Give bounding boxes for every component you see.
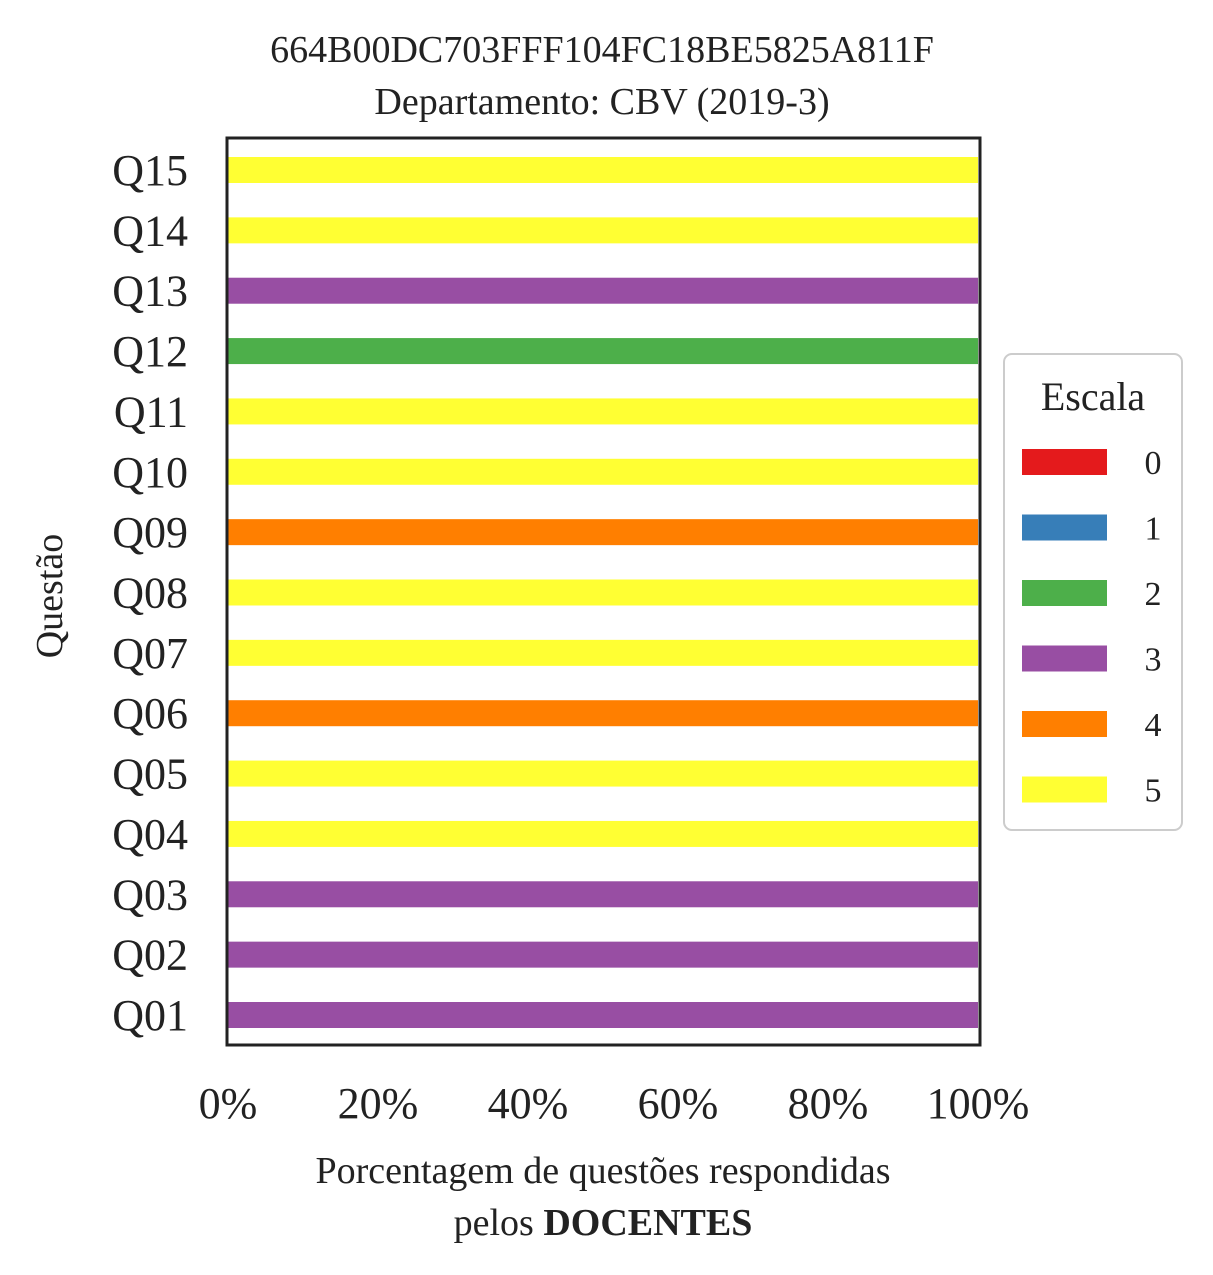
y-tick-label: Q11 — [114, 387, 188, 436]
bar-q01-escala-3 — [228, 1002, 978, 1028]
y-tick-label: Q04 — [112, 810, 188, 859]
legend-label-0: 0 — [1145, 445, 1162, 482]
y-tick-label: Q05 — [112, 750, 188, 799]
bar-q07-escala-5 — [228, 639, 978, 666]
bar-q15-escala-5 — [228, 157, 978, 183]
legend-title: Escala — [1041, 374, 1146, 419]
y-tick-label: Q03 — [112, 870, 188, 919]
y-tick-label: Q02 — [112, 931, 188, 980]
x-tick-label: 100% — [927, 1079, 1030, 1128]
legend-label-2: 2 — [1145, 576, 1162, 613]
y-tick-label: Q15 — [112, 146, 188, 195]
x-tick-label: 80% — [788, 1079, 869, 1128]
y-tick-label: Q12 — [112, 327, 188, 376]
legend-swatch-1 — [1022, 514, 1107, 541]
legend-items: 0 1 2 3 4 5 — [1022, 445, 1162, 810]
legend-label-1: 1 — [1145, 511, 1162, 548]
bar-q10-escala-5 — [228, 458, 978, 485]
y-tick-label: Q07 — [112, 629, 188, 678]
y-axis-label: Questão — [29, 534, 71, 659]
legend-swatch-3 — [1022, 645, 1107, 672]
legend-label-4: 4 — [1145, 707, 1162, 744]
bar-q03-escala-3 — [228, 881, 978, 908]
bar-q13-escala-3 — [228, 277, 978, 304]
bar-q02-escala-3 — [228, 941, 978, 968]
x-axis-label-line1: Porcentagem de questões respondidas — [315, 1150, 890, 1192]
bar-q14-escala-5 — [228, 217, 978, 244]
y-tick-label: Q14 — [112, 206, 188, 255]
bar-q05-escala-5 — [228, 760, 978, 787]
bar-q04-escala-5 — [228, 820, 978, 847]
x-axis-label-bold: DOCENTES — [543, 1202, 752, 1244]
x-tick-label: 40% — [488, 1079, 569, 1128]
x-tick-label: 60% — [638, 1079, 719, 1128]
y-tick-label: Q09 — [112, 508, 188, 557]
bar-q09-escala-4 — [228, 519, 978, 546]
bar-q12-escala-2 — [228, 338, 978, 365]
legend-label-5: 5 — [1145, 773, 1162, 810]
y-tick-label: Q01 — [112, 991, 188, 1040]
y-tick-label: Q10 — [112, 448, 188, 497]
x-axis-label-line2: pelos DOCENTES — [454, 1202, 753, 1244]
y-tick-labels: Q01 Q02 Q03 Q04 Q05 Q06 Q07 Q08 Q09 Q10 Q11 Q12 Q13 Q… — [112, 146, 188, 1040]
legend-swatch-5 — [1022, 776, 1107, 803]
chart-title: 664B00DC703FFF104FC18BE5825A811F — [270, 29, 934, 71]
plot-frame — [225, 136, 982, 1047]
y-tick-label: Q13 — [112, 267, 188, 316]
legend: Escala 0 1 2 3 4 5 — [1003, 353, 1183, 831]
y-tick-label: Q06 — [112, 689, 188, 738]
chart-subtitle: Departamento: CBV (2019-3) — [374, 81, 829, 123]
y-tick-label: Q08 — [112, 569, 188, 618]
x-tick-label: 20% — [338, 1079, 419, 1128]
legend-swatch-4 — [1022, 711, 1107, 737]
legend-label-3: 3 — [1145, 642, 1162, 679]
bar-q08-escala-5 — [228, 579, 978, 606]
x-tick-label: 0% — [199, 1079, 258, 1128]
x-tick-labels: 0% 20% 40% 60% 80% 100% — [199, 1079, 1030, 1128]
bar-q11-escala-5 — [228, 398, 978, 425]
bar-q06-escala-4 — [228, 700, 978, 727]
legend-swatch-2 — [1022, 580, 1107, 606]
bars-group — [228, 157, 978, 1028]
x-axis-label-prefix: pelos — [454, 1202, 544, 1244]
legend-swatch-0 — [1022, 449, 1107, 475]
